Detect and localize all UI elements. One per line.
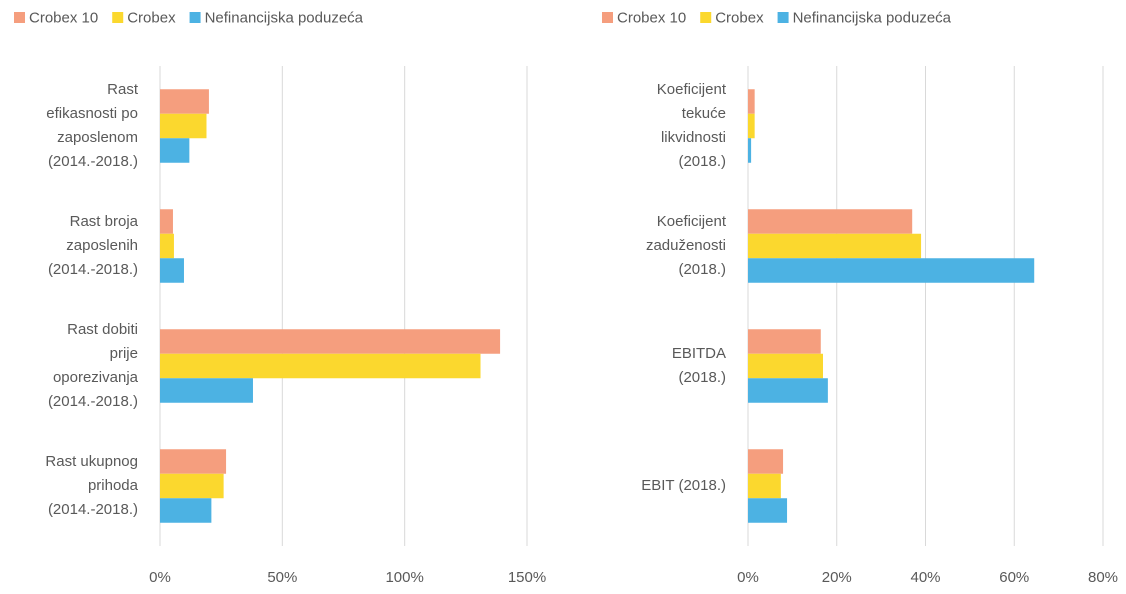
bar (160, 473, 224, 499)
bar (748, 498, 788, 523)
bar (160, 113, 207, 139)
legend-label: Nefinancijska poduzeća (205, 9, 364, 26)
y-tick-label: Koeficijent tekuće likvidnosti (2018.) (657, 81, 727, 170)
bar (160, 378, 253, 403)
legend-label: Crobex (715, 9, 764, 26)
legend-swatch (777, 12, 789, 23)
bar (160, 209, 173, 234)
y-tick-label: EBITDA (2018.) (672, 345, 726, 386)
x-tick-label: 40% (910, 569, 940, 586)
x-tick-label: 100% (385, 569, 423, 586)
bar (748, 329, 821, 354)
legend-swatch (602, 12, 613, 23)
bar (160, 258, 184, 283)
bar (160, 89, 209, 114)
x-tick-label: 20% (822, 569, 852, 586)
legend-swatch (189, 12, 201, 23)
legend-label: Nefinancijska poduzeća (793, 9, 952, 26)
y-tick-label: Rast broja zaposlenih (2014.-2018.) (48, 213, 139, 278)
y-tick-label: Rast efikasnosti po zaposlenom (2014.-2018.… (46, 81, 139, 170)
bar (160, 233, 174, 259)
bar (160, 138, 190, 163)
bar (748, 258, 1035, 283)
bar (748, 378, 828, 403)
bar (748, 353, 823, 379)
legend-swatch (112, 12, 124, 23)
bar (160, 329, 501, 354)
x-tick-label: 0% (149, 569, 171, 586)
y-tick-label: Rast ukupnog prihoda (2014.-2018.) (45, 453, 138, 518)
bar (160, 498, 212, 523)
bar (160, 353, 481, 379)
y-tick-label: Rast dobiti prije oporezivanja (2014.-2018.… (48, 321, 139, 410)
x-tick-label: 0% (737, 569, 759, 586)
bar (748, 473, 781, 499)
legend-swatch (700, 12, 712, 23)
bar (748, 89, 755, 114)
x-tick-label: 80% (1088, 569, 1118, 586)
bar (748, 138, 752, 163)
bar (160, 449, 227, 474)
legend-swatch (14, 12, 25, 23)
bar (748, 233, 922, 259)
y-tick-label: Koeficijent zaduženosti (2018.) (646, 213, 727, 278)
bar (748, 209, 913, 234)
legend-label: Crobex 10 (617, 9, 686, 26)
bar (748, 113, 755, 139)
x-tick-label: 150% (508, 569, 546, 586)
bar (748, 449, 784, 474)
x-tick-label: 60% (999, 569, 1029, 586)
legend-label: Crobex (127, 9, 176, 26)
x-tick-label: 50% (267, 569, 297, 586)
legend-label: Crobex 10 (29, 9, 98, 26)
y-tick-label: EBIT (2018.) (641, 477, 726, 494)
